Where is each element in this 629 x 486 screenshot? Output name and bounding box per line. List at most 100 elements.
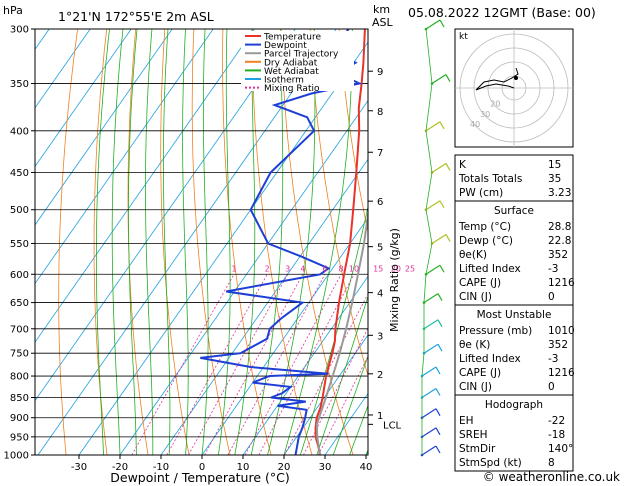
hodograph-ring-label: 30	[480, 110, 490, 119]
storm-motion-marker	[514, 76, 518, 80]
temperature-tick-label: 40	[360, 462, 373, 473]
pressure-tick-label: 700	[10, 324, 29, 335]
wind-barb	[425, 200, 441, 211]
isotherm-line	[35, 29, 173, 226]
wind-barb-flag	[437, 293, 443, 301]
pressure-tick-label: 750	[10, 349, 29, 360]
dry-adiabat-line	[338, 29, 368, 234]
height-tick-label: 9	[377, 67, 383, 78]
table-row-value: 3.23	[548, 187, 571, 199]
wind-barb-flag	[439, 121, 445, 130]
table-row-value: 352	[548, 249, 568, 261]
hodograph-ring-label: 20	[490, 100, 500, 109]
wind-barb	[421, 387, 437, 399]
pressure-tick-label: 800	[10, 372, 29, 383]
temperature-tick-label: -10	[153, 462, 169, 473]
legend-label: Wet Adiabat	[264, 67, 319, 77]
hodograph-trace	[475, 67, 519, 91]
dry-adiabat-line	[280, 29, 354, 455]
dry-adiabat-line	[127, 29, 149, 455]
wind-barb-staff	[421, 28, 433, 455]
table-box	[454, 200, 574, 306]
wind-barb-flag	[445, 234, 451, 242]
table-row-label: Lifted Index	[459, 263, 521, 275]
table-row-value: 0	[548, 381, 555, 393]
mixing-ratio-tick-label: 15	[373, 264, 383, 273]
table-row-value: 140°	[548, 443, 573, 455]
table-row-value: 1216	[548, 367, 575, 379]
dry-adiabat-line	[191, 29, 231, 455]
hpa-unit-label: hPa	[3, 4, 23, 17]
wet-adiabat-line	[111, 29, 124, 455]
table-row-label: Dewp (°C)	[459, 235, 513, 247]
wind-barb	[425, 121, 441, 132]
table-row-label: CAPE (J)	[459, 277, 501, 289]
table-row-label: PW (cm)	[459, 187, 503, 199]
wet-adiabat-line	[332, 354, 368, 455]
dry-adiabat-line	[569, 17, 629, 455]
wind-barb-flag	[435, 388, 441, 396]
wind-barb	[431, 233, 447, 244]
mixing-ratio-tick-label: 1	[231, 264, 236, 273]
wind-barb-flag	[439, 264, 445, 273]
wind-barb	[425, 264, 441, 275]
wind-barb	[423, 293, 439, 304]
isotherm-line	[37, 29, 337, 455]
wind-barb-flag	[445, 74, 451, 82]
table-row-label: CAPE (J)	[459, 367, 501, 379]
mixing-ratio-tick-label: 4	[300, 264, 305, 273]
wind-barb-flag	[435, 408, 441, 417]
temperature-tick-label: 0	[199, 462, 205, 473]
height-tick-label: 2	[377, 370, 383, 381]
wet-adiabat-line	[234, 29, 256, 455]
pressure-tick-label: 550	[10, 239, 29, 250]
temperature-tick-label: -30	[71, 462, 87, 473]
wind-barb	[425, 19, 441, 30]
height-tick-label: 6	[377, 197, 383, 208]
table-box	[454, 304, 574, 396]
wind-barb	[421, 408, 437, 419]
table-row-value: 8	[548, 457, 555, 469]
wet-adiabat-line	[201, 29, 209, 455]
mixing-ratio-tick-label: 25	[405, 264, 415, 273]
hodograph-unit: kt	[459, 32, 468, 42]
table-row-value: 15	[548, 159, 561, 171]
pressure-tick-label: 900	[10, 413, 29, 424]
mixing-ratio-axis-title: Mixing Ratio (g/kg)	[388, 228, 401, 332]
pressure-tick-label: 1000	[4, 451, 29, 462]
data-lines	[200, 29, 368, 455]
table-row-label: Totals Totals	[458, 173, 522, 185]
table-row-label: Lifted Index	[459, 353, 521, 365]
dry-adiabat-line	[597, 17, 629, 455]
pressure-tick-label: 350	[10, 79, 29, 90]
isotherm-line	[35, 29, 214, 285]
mixing-ratio-line	[166, 274, 268, 455]
pressure-tick-label: 950	[10, 432, 29, 443]
table-row-value: 35	[548, 173, 561, 185]
temperature-tick-label: -20	[112, 462, 128, 473]
temperature-line	[314, 29, 366, 455]
isotherm-line	[242, 275, 368, 455]
table-row-label: StmDir	[459, 443, 496, 455]
wet-adiabat-line	[349, 404, 368, 455]
table-row-value: 0	[548, 291, 555, 303]
table-title: Surface	[494, 205, 534, 217]
table-row-label: StmSpd (kt)	[459, 457, 522, 469]
pressure-tick-label: 500	[10, 205, 29, 216]
wind-barbs	[420, 19, 451, 457]
mixing-ratio-tick-label: 2	[265, 264, 270, 273]
height-tick-label: 8	[377, 107, 383, 118]
wind-barb	[421, 427, 437, 438]
table-row-value: 1216	[548, 277, 575, 289]
pressure-tick-label: 650	[10, 298, 29, 309]
isotherm-line	[78, 41, 368, 455]
wind-barb	[421, 445, 437, 456]
wind-barb	[421, 366, 437, 377]
wind-barb	[431, 162, 447, 173]
background-lines	[35, 17, 629, 455]
height-tick-label: 7	[377, 148, 383, 159]
isotherm-line	[35, 29, 255, 343]
